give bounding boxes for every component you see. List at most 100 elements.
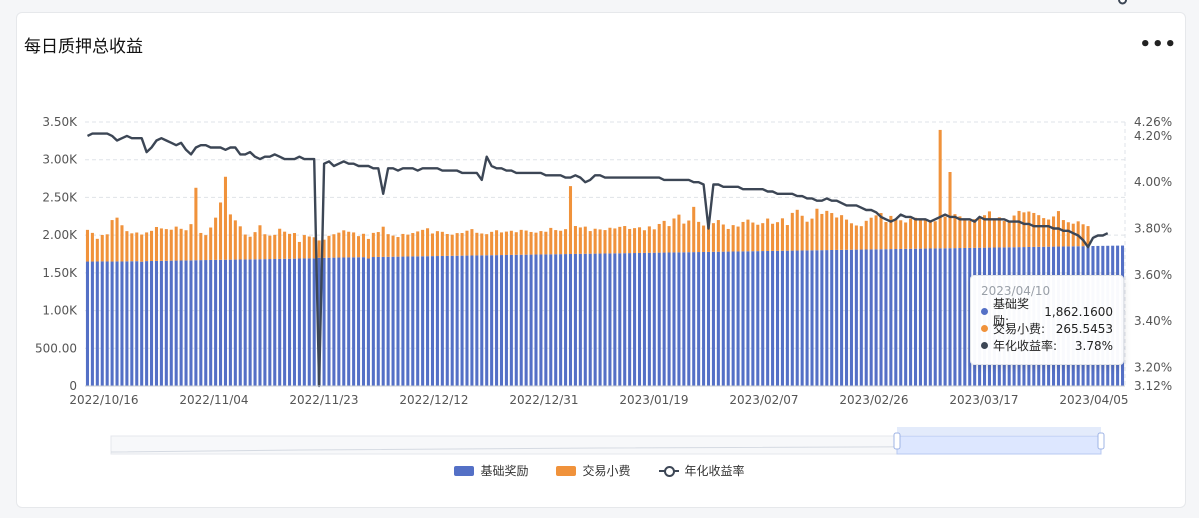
bar-fee: [263, 234, 267, 260]
bar-base: [401, 256, 405, 386]
bar-fee: [603, 230, 607, 254]
bar-fee: [430, 233, 435, 257]
bar-base: [568, 254, 573, 386]
bar-base: [702, 251, 706, 386]
legend-item-fee[interactable]: 交易小费: [556, 462, 631, 479]
bar-fee: [790, 212, 794, 251]
bar-base: [549, 254, 553, 386]
bar-fee: [253, 232, 257, 260]
bar-base: [667, 252, 671, 386]
bar-fee: [406, 234, 410, 257]
bar-base: [495, 255, 499, 386]
bar-fee: [874, 215, 878, 250]
tooltip-row-apr: 年化收益率: 3.78%: [981, 337, 1113, 354]
chart-tooltip: 2023/04/10 基础奖励: 1,862.1600 交易小费: 265.54…: [970, 275, 1124, 365]
bar-fee: [150, 230, 154, 262]
bar-swatch-icon: [454, 465, 475, 476]
bar-fee: [223, 176, 228, 260]
x-tick-label: 2023/02/26: [839, 393, 908, 407]
bar-base: [583, 253, 587, 386]
x-axis: 2022/10/16 2022/11/04 2022/11/23 2022/12/12…: [69, 385, 1129, 407]
bar-fee: [376, 232, 380, 257]
bar-base: [357, 257, 361, 386]
bar-fee: [554, 230, 558, 255]
bar-base: [416, 256, 420, 386]
bar-base: [741, 251, 745, 386]
x-tick-label: 2023/04/05: [1059, 393, 1128, 407]
apr-line: [86, 0, 1128, 388]
bar-fee: [726, 228, 730, 252]
bar-fee: [736, 226, 740, 252]
bar-fee: [302, 235, 306, 259]
bar-fee: [800, 215, 804, 251]
bar-fee: [288, 233, 292, 259]
bar-fee: [189, 224, 193, 261]
y-right-tick-label: 3.40%: [1134, 314, 1172, 328]
bar-base: [608, 253, 612, 386]
bar-base: [573, 253, 577, 386]
bar-base: [835, 249, 839, 386]
bar-base: [248, 259, 252, 386]
bar-fee: [598, 229, 602, 254]
bar-base: [179, 260, 183, 386]
bar-base: [731, 251, 735, 386]
bar-base: [125, 261, 129, 386]
bar-fee: [844, 219, 849, 250]
tooltip-label: 交易小费:: [993, 322, 1046, 336]
bar-base: [840, 249, 844, 386]
bar-fee: [805, 221, 809, 251]
bar-base: [706, 251, 711, 386]
bar-fee: [490, 231, 494, 256]
bar-fee: [470, 229, 474, 256]
chart-legend: 基础奖励 交易小费 年化收益率: [0, 462, 1199, 479]
bar-base: [800, 250, 804, 386]
bar-base: [120, 261, 124, 386]
more-dots-icon[interactable]: •••: [1139, 34, 1177, 55]
bar-fee: [692, 206, 696, 253]
bar-fee: [1027, 211, 1031, 247]
bar-base: [485, 255, 489, 386]
bar-base: [623, 253, 627, 386]
bar-fee: [667, 226, 671, 253]
y-left-tick-label: 500.00: [35, 341, 77, 355]
bar-base: [751, 251, 755, 386]
bar-base: [509, 254, 513, 386]
bar-base: [514, 254, 518, 386]
legend-label: 交易小费: [582, 464, 631, 478]
bar-base: [209, 259, 213, 386]
legend-item-base[interactable]: 基础奖励: [454, 462, 528, 479]
bar-fee: [135, 232, 139, 262]
bar-base: [258, 259, 262, 386]
bar-base: [381, 256, 385, 386]
bar-base: [825, 250, 829, 386]
bar-base: [184, 260, 188, 386]
y-left-tick-label: 1.00K: [42, 304, 78, 318]
tooltip-value: 3.78%: [1074, 338, 1113, 353]
bar-fee: [968, 220, 972, 248]
bar-fee: [731, 225, 735, 252]
bar-fee: [95, 238, 99, 262]
bar-fee: [864, 220, 868, 250]
bar-base: [465, 255, 469, 386]
bar-fee: [982, 215, 987, 248]
bar-fee: [1081, 224, 1085, 247]
bar-base: [273, 258, 277, 386]
bar-base: [288, 258, 292, 386]
bar-base: [736, 251, 740, 386]
legend-label: 年化收益率: [684, 464, 745, 478]
bar-base: [529, 254, 533, 386]
bar-fee: [564, 229, 568, 255]
bar-fee: [110, 220, 114, 262]
bar-base: [347, 257, 351, 386]
bar-base: [154, 260, 158, 386]
bar-fee: [184, 230, 188, 261]
legend-item-apr[interactable]: 年化收益率: [658, 462, 745, 479]
bar-fee: [278, 228, 282, 259]
bar-base: [958, 248, 962, 386]
bar-fee: [169, 229, 173, 261]
bar-base: [150, 261, 154, 386]
circle-line-icon: [658, 465, 679, 477]
bar-base: [874, 249, 878, 386]
bar-base: [317, 257, 321, 386]
